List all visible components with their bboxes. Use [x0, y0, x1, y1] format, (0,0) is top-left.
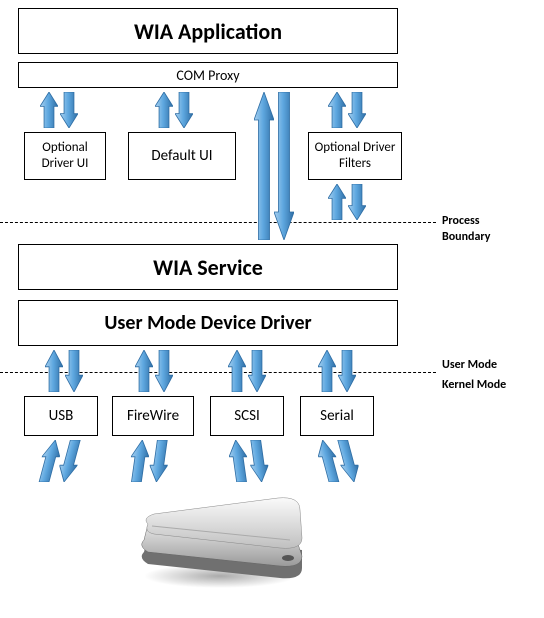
process-boundary-line	[0, 222, 436, 223]
down-arrow-icon	[175, 92, 193, 133]
bidirectional-arrow-icon	[328, 184, 366, 225]
down-arrow-icon	[155, 350, 173, 397]
up-arrow-icon	[45, 350, 63, 397]
opt-driver-ui-label: Optional Driver UI	[25, 140, 105, 171]
serial-label: Serial	[320, 407, 354, 425]
serial-box: Serial	[300, 396, 374, 436]
process-boundary-text1: Process	[442, 214, 490, 230]
bidirectional-arrow-icon	[135, 350, 173, 397]
up-arrow-icon	[40, 92, 58, 133]
down-arrow-icon	[338, 350, 356, 397]
up-arrow-icon	[328, 92, 346, 133]
up-arrow-icon	[318, 350, 336, 397]
bidirectional-arrow-icon	[45, 350, 83, 397]
opt-driver-filters-box: Optional Driver Filters	[308, 132, 402, 180]
down-arrow-icon	[60, 92, 78, 133]
up-arrow-icon	[328, 184, 346, 225]
com-proxy-label: COM Proxy	[176, 67, 239, 84]
scsi-box: SCSI	[210, 396, 284, 436]
user-mode-driver-label: User Mode Device Driver	[104, 311, 311, 335]
down-arrow-icon	[248, 350, 266, 397]
process-boundary-label: Process Boundary	[442, 214, 490, 245]
bidirectional-arrow-icon	[155, 92, 193, 133]
down-arrow-icon	[274, 92, 294, 245]
default-ui-box: Default UI	[128, 132, 236, 180]
opt-driver-ui-box: Optional Driver UI	[24, 132, 106, 180]
com-proxy-box: COM Proxy	[18, 62, 398, 88]
up-arrow-icon	[135, 350, 153, 397]
usb-box: USB	[24, 396, 98, 436]
scsi-label: SCSI	[234, 407, 260, 425]
down-arrow-icon	[65, 350, 83, 397]
up-arrow-icon	[254, 92, 274, 245]
scanner-icon	[130, 480, 310, 590]
wia-service-label: WIA Service	[153, 254, 263, 281]
firewire-label: FireWire	[127, 407, 179, 425]
user-mode-driver-box: User Mode Device Driver	[18, 300, 398, 346]
bidirectional-arrow-icon	[314, 440, 365, 487]
wia-service-box: WIA Service	[18, 244, 398, 290]
bidirectional-arrow-icon	[40, 92, 78, 133]
big-bidirectional-arrow-icon	[254, 92, 294, 245]
firewire-box: FireWire	[112, 396, 194, 436]
process-boundary-text2: Boundary	[442, 230, 490, 246]
down-arrow-icon	[348, 92, 366, 133]
wia-app-label: WIA Application	[134, 18, 282, 45]
bidirectional-arrow-icon	[318, 350, 356, 397]
up-arrow-icon	[228, 350, 246, 397]
usb-label: USB	[49, 407, 74, 425]
default-ui-label: Default UI	[151, 147, 212, 165]
bidirectional-arrow-icon	[228, 350, 266, 397]
down-arrow-icon	[348, 184, 366, 225]
bidirectional-arrow-icon	[328, 92, 366, 133]
wia-app-box: WIA Application	[18, 8, 398, 54]
opt-driver-filters-label: Optional Driver Filters	[309, 140, 401, 171]
up-arrow-icon	[155, 92, 173, 133]
user-mode-label: User Mode	[442, 358, 497, 374]
bidirectional-arrow-icon	[34, 440, 85, 487]
kernel-mode-label: Kernel Mode	[442, 378, 506, 394]
